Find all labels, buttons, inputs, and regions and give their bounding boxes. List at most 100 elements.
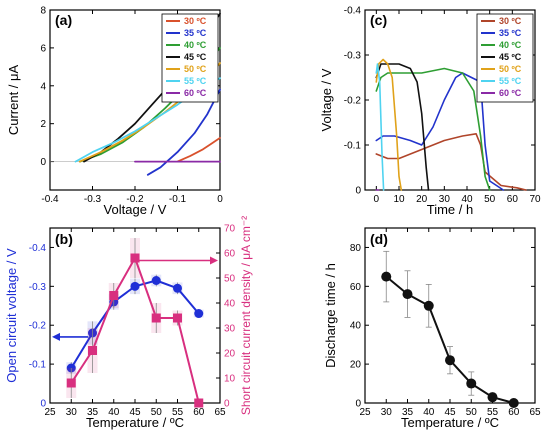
y-tick-label: -0.2 — [344, 96, 362, 107]
iv-curve — [146, 88, 221, 176]
data-marker-square — [88, 346, 97, 355]
y-tick-label: 0 — [40, 157, 46, 168]
x-tick-label: 45 — [129, 407, 141, 418]
y-axis-label: Current / μA — [6, 65, 21, 136]
data-marker-square — [173, 313, 182, 323]
data-marker-circle — [445, 355, 455, 366]
y-axis-label: Discharge time / h — [323, 263, 338, 368]
y-tick-label: -0.1 — [344, 141, 362, 152]
y-tick-label: 4 — [40, 81, 46, 92]
y-right-tick-label: 0 — [224, 399, 230, 410]
x-tick-label: 30 — [66, 407, 78, 418]
y-tick-label: -0.4 — [344, 6, 362, 17]
legend-label: 35 ºC — [184, 28, 207, 38]
data-marker-circle — [173, 283, 182, 293]
discharge-curve — [375, 58, 403, 191]
y-tick-label: 20 — [350, 360, 362, 371]
data-marker-circle — [381, 271, 392, 282]
y-tick-label: 0 — [355, 399, 361, 410]
legend-label: 60 ºC — [184, 88, 207, 98]
data-marker-square — [109, 291, 119, 300]
x-tick-label: 70 — [529, 194, 541, 205]
panel-label: (c) — [370, 12, 387, 28]
discharge-curve — [375, 67, 491, 191]
x-tick-label: -0.2 — [126, 194, 144, 205]
x-tick-label: 30 — [439, 194, 451, 205]
iv-curve — [176, 136, 221, 163]
y-tick-label: -0.4 — [29, 243, 47, 254]
y-tick-label: -0.3 — [29, 282, 47, 293]
y-tick-label: 2 — [40, 119, 46, 130]
x-tick-label: 65 — [529, 407, 541, 418]
x-axis-label: Voltage / V — [104, 202, 167, 217]
legend-label: 35 ºC — [499, 28, 522, 38]
y-right-tick-label: 50 — [224, 274, 236, 285]
x-tick-label: 55 — [487, 407, 499, 418]
x-tick-label: 50 — [466, 407, 478, 418]
x-tick-label: 65 — [214, 407, 226, 418]
data-marker-square — [151, 313, 161, 323]
legend-label: 40 ºC — [499, 40, 522, 50]
right-arrow-head — [210, 256, 218, 265]
x-tick-label: 50 — [484, 194, 496, 205]
data-marker-square — [66, 378, 76, 388]
x-tick-label: 60 — [508, 407, 520, 418]
data-marker-circle — [151, 276, 161, 285]
data-marker-circle — [487, 392, 498, 403]
panel-label: (a) — [55, 12, 72, 28]
legend-label: 40 ºC — [184, 40, 207, 50]
discharge-curve — [375, 63, 385, 191]
y-tick-label: -0.3 — [344, 51, 362, 62]
x-axis-label: Temperature / ºC — [401, 415, 499, 430]
y-tick-label: 80 — [350, 243, 362, 254]
y-tick-label: 6 — [40, 43, 46, 54]
x-tick-label: 35 — [402, 407, 414, 418]
y-tick-label: 40 — [350, 321, 362, 332]
x-tick-label: 20 — [416, 194, 428, 205]
legend-label: 45 ºC — [499, 52, 522, 62]
data-marker-circle — [466, 378, 477, 389]
x-tick-label: 40 — [423, 407, 435, 418]
x-tick-label: -0.4 — [41, 194, 59, 205]
legend-label: 30 ºC — [184, 16, 207, 26]
y-tick-label: -0.2 — [29, 321, 47, 332]
data-marker-circle — [508, 398, 519, 408]
x-tick-label: 45 — [444, 407, 456, 418]
y-right-tick-label: 10 — [224, 374, 236, 385]
y-axis-label: Voltage / V — [319, 68, 334, 131]
legend-label: 55 ºC — [499, 76, 522, 86]
panel-c-discharge-curves: 0 10 20 30 40 50 60 70 0 -0.1 -0.2 -0.3 -0.4 Time / h… — [319, 6, 541, 218]
x-tick-label: 25 — [359, 407, 371, 418]
y-right-tick-label: 20 — [224, 349, 236, 360]
panel-label: (d) — [370, 231, 388, 247]
legend-label: 50 ºC — [499, 64, 522, 74]
legend-label: 60 ºC — [499, 88, 522, 98]
x-tick-label: -0.3 — [84, 194, 102, 205]
panel-label: (b) — [55, 231, 73, 247]
data-marker-square — [130, 253, 140, 263]
x-axis-label: Temperature / ºC — [86, 415, 184, 430]
data-marker-circle — [194, 309, 204, 319]
x-axis-label: Time / h — [427, 202, 473, 217]
y-right-axis-label: Short circuit current density / μA cm⁻² — [239, 216, 253, 415]
y-right-tick-label: 30 — [224, 324, 236, 335]
legend-label: 45 ºC — [184, 52, 207, 62]
plot-frame — [364, 227, 536, 404]
y-right-tick-label: 60 — [224, 249, 236, 260]
panel-b-ocv-scc: 25 30 35 40 45 50 55 60 650-0.1-0.2-0.3-0.4Tempe… — [4, 216, 253, 430]
x-tick-label: 0 — [374, 194, 380, 205]
data-marker-circle — [402, 289, 413, 300]
data-marker-square — [194, 398, 204, 408]
x-tick-label: 55 — [172, 407, 184, 418]
data-marker-circle — [423, 300, 434, 311]
legend-label: 30 ºC — [499, 16, 522, 26]
x-tick-label: 50 — [151, 407, 163, 418]
x-tick-label: 25 — [44, 407, 56, 418]
left-arrow-head — [52, 332, 60, 341]
x-tick-label: 40 — [461, 194, 473, 205]
legend-label: 55 ºC — [184, 76, 207, 86]
y-tick-label: 0 — [40, 399, 46, 410]
x-tick-label: 60 — [507, 194, 519, 205]
x-tick-label: 60 — [193, 407, 205, 418]
